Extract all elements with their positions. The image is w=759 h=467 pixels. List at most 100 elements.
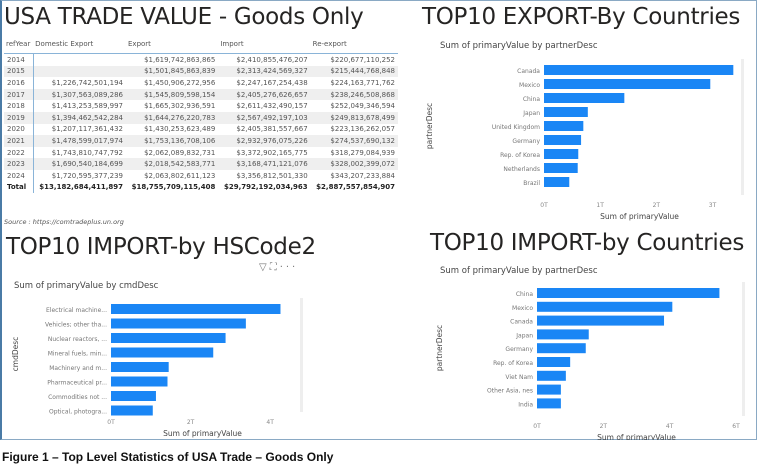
scrollbar[interactable] (300, 298, 303, 412)
table-row: 2023 $1,690,540,184,699 $2,018,542,583,771… (4, 158, 398, 170)
table-cell: $3,168,471,121,076 (218, 158, 311, 170)
bar[interactable] (111, 347, 214, 358)
category-label: China (523, 96, 540, 103)
table-cell: $1,690,540,184,699 (33, 158, 126, 170)
table-cell: $3,356,812,501,330 (236, 171, 308, 180)
table-cell: 2023 (4, 158, 34, 170)
table-cell: $215,444,768,848 (310, 65, 398, 78)
bar[interactable] (111, 362, 169, 372)
bar[interactable] (537, 301, 673, 312)
table-cell: $1,720,595,377,239 (51, 171, 123, 180)
source-note: Source : https://comtradeplus.un.org (4, 218, 124, 226)
bar[interactable] (544, 149, 579, 159)
scrollbar[interactable] (742, 282, 745, 416)
bar[interactable] (544, 79, 711, 89)
table-cell: $2,567,492,197,103 (218, 111, 311, 124)
table-cell: $1,394,462,542,284 (33, 111, 126, 124)
bar[interactable] (111, 391, 156, 401)
scrollbar[interactable] (741, 59, 744, 195)
category-label: Mexico (512, 305, 533, 312)
table-row: 2017 $1,307,563,089,286 $1,545,809,598,154… (4, 88, 398, 101)
table-cell: $1,753,136,708,106 (126, 135, 219, 147)
total-row: Total $13,182,684,411,897 $18,755,709,115,… (4, 181, 398, 194)
bar[interactable] (544, 65, 734, 75)
chart-subtitle: Sum of primaryValue by partnerDesc (440, 41, 598, 51)
x-tick-label: 3T (709, 202, 717, 209)
table-cell: 2015 (4, 65, 34, 78)
bar[interactable] (537, 370, 566, 381)
x-tick-label: 6T (732, 423, 740, 430)
table-cell: $1,501,845,863,839 (126, 65, 219, 78)
figure-caption: Figure 1 – Top Level Statistics of USA T… (2, 450, 334, 464)
category-label: Mineral fuels, min... (48, 351, 107, 358)
category-label: Viet Nam (505, 374, 533, 381)
table-row: 2015 $1,501,845,863,839 $2,313,424,569,327… (4, 65, 398, 78)
category-label: Canada (510, 319, 533, 326)
bar[interactable] (544, 121, 584, 131)
table-cell: $2,247,167,254,438 (236, 78, 308, 87)
table-cell (33, 54, 126, 66)
bar[interactable] (537, 343, 586, 354)
bar[interactable] (537, 357, 571, 367)
table-cell: $1,207,117,361,432 (51, 125, 123, 134)
category-label: Netherlands (503, 166, 540, 173)
visual-header-icons: ▽⛶··· (259, 262, 298, 273)
bar[interactable] (111, 405, 153, 416)
bar[interactable] (111, 304, 281, 314)
category-label: Other Asia, nes (487, 388, 533, 395)
bar[interactable] (111, 333, 226, 343)
bar[interactable] (544, 163, 578, 173)
table-cell: $1,226,742,501,194 (51, 78, 123, 87)
table-cell: $1,307,563,089,286 (33, 88, 126, 101)
bar[interactable] (537, 329, 589, 340)
column-header[interactable]: Domestic Export (33, 35, 126, 54)
x-tick-label: 2T (187, 419, 195, 426)
table-cell: 2020 (4, 123, 34, 136)
column-header[interactable]: Export (126, 35, 219, 54)
bar[interactable] (537, 384, 561, 395)
table-cell: $2,405,276,626,657 (218, 88, 311, 101)
category-label: Germany (505, 346, 533, 353)
column-header[interactable]: refYear (4, 35, 34, 54)
x-tick-label: 2T (600, 423, 608, 430)
table-cell: $1,619,742,863,865 (144, 55, 216, 64)
table-cell: $343,207,233,884 (330, 171, 395, 180)
category-label: Rep. of Korea (493, 360, 533, 367)
import-countries-chart: Sum of primaryValue by partnerDesc China M… (435, 266, 745, 440)
table-row: 2016 $1,226,742,501,194 $1,450,906,272,956… (4, 77, 398, 89)
more-options-icon[interactable]: ··· (279, 262, 299, 273)
bar[interactable] (544, 93, 625, 103)
category-label: Vehicles; other tha... (45, 322, 107, 329)
export-countries-chart: Sum of primaryValue by partnerDesc Canada… (425, 41, 744, 221)
category-label: United Kingdom (492, 124, 540, 131)
bar[interactable] (537, 288, 720, 298)
x-tick-label: 0T (540, 202, 548, 209)
x-tick-label: 2T (653, 202, 661, 209)
x-axis-label: Sum of primaryValue (163, 429, 242, 438)
category-label: Electrical machine... (46, 307, 107, 314)
table-cell: 2019 (4, 111, 34, 124)
bar[interactable] (111, 318, 246, 329)
category-label: Optical, photogra... (49, 409, 107, 416)
filter-icon[interactable]: ▽ (259, 262, 270, 273)
bar[interactable] (544, 107, 588, 117)
category-label: China (516, 291, 533, 298)
table-cell: $1,545,809,598,154 (126, 88, 219, 101)
table-cell: $2,410,855,476,207 (236, 55, 308, 64)
table-cell: 2021 (4, 135, 34, 147)
bar[interactable] (111, 376, 168, 387)
table-header-row: refYear Domestic Export Export Import Re-exp… (4, 35, 398, 54)
x-tick-label: 4T (666, 423, 674, 430)
table-cell: $2,932,976,075,226 (218, 135, 311, 147)
category-label: Rep. of Korea (500, 152, 540, 159)
focus-mode-icon[interactable]: ⛶ (269, 262, 280, 273)
bar[interactable] (537, 315, 665, 326)
table-cell: $249,813,678,499 (310, 111, 398, 124)
bar[interactable] (544, 177, 570, 187)
bar[interactable] (537, 398, 561, 409)
table-cell: $1,450,906,272,956 (144, 78, 216, 87)
import-countries-title: TOP10 IMPORT-by Countries (430, 230, 745, 256)
bar[interactable] (544, 135, 582, 145)
column-header[interactable]: Re-export (310, 35, 398, 54)
column-header[interactable]: Import (218, 35, 311, 54)
